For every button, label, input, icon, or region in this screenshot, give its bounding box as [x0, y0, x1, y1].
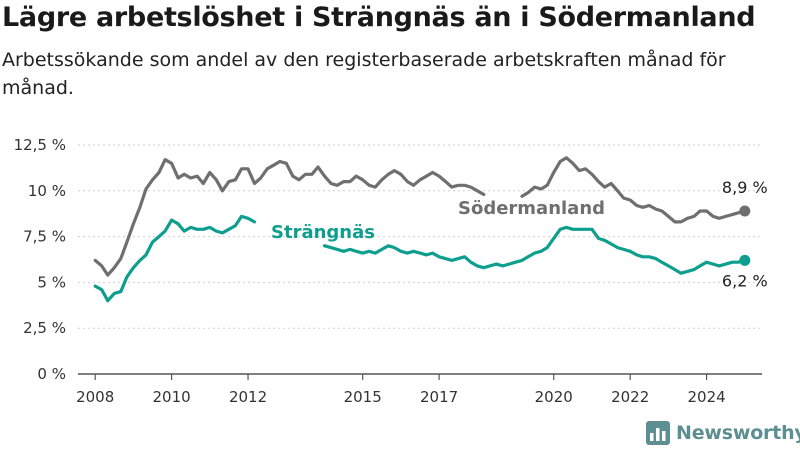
x-tick-label: 2017 [420, 388, 458, 406]
x-tick-label: 2022 [611, 388, 649, 406]
x-tick-label: 2015 [344, 388, 382, 406]
end-point-sodermanland [739, 205, 751, 217]
brand-logo: Newsworthy [646, 420, 800, 446]
x-tick-label: 2008 [76, 388, 114, 406]
x-tick-label: 2012 [229, 388, 267, 406]
x-tick-label: 2010 [153, 388, 191, 406]
y-tick-label: 2,5 % [23, 319, 66, 337]
series-line-strangnas [322, 225, 747, 275]
series-line-sodermanland [93, 158, 486, 277]
end-value-label-strangnas: 6,2 % [722, 271, 768, 290]
series-line-strangnas [93, 214, 257, 303]
x-tick-label: 2024 [687, 388, 725, 406]
series-label-strangnas: Strängnäs [271, 222, 375, 243]
x-tick-label: 2020 [535, 388, 573, 406]
bar-chart-logo-icon [646, 421, 670, 445]
end-value-label-sodermanland: 8,9 % [722, 178, 768, 197]
chart-title: Lägre arbetslöshet i Strängnäs än i Söde… [2, 2, 756, 33]
y-tick-label: 10 % [28, 182, 66, 200]
y-tick-label: 5 % [37, 273, 66, 291]
chart-subtitle: Arbetssökande som andel av den registerb… [2, 49, 726, 99]
y-tick-label: 0 % [37, 365, 66, 383]
series-line-sodermanland [520, 156, 747, 224]
y-tick-label: 12,5 % [14, 136, 66, 154]
brand-name: Newsworthy [676, 422, 800, 444]
y-tick-label: 7,5 % [23, 228, 66, 246]
series-label-sodermanland: Södermanland [458, 198, 605, 219]
end-point-strangnas [739, 254, 751, 266]
